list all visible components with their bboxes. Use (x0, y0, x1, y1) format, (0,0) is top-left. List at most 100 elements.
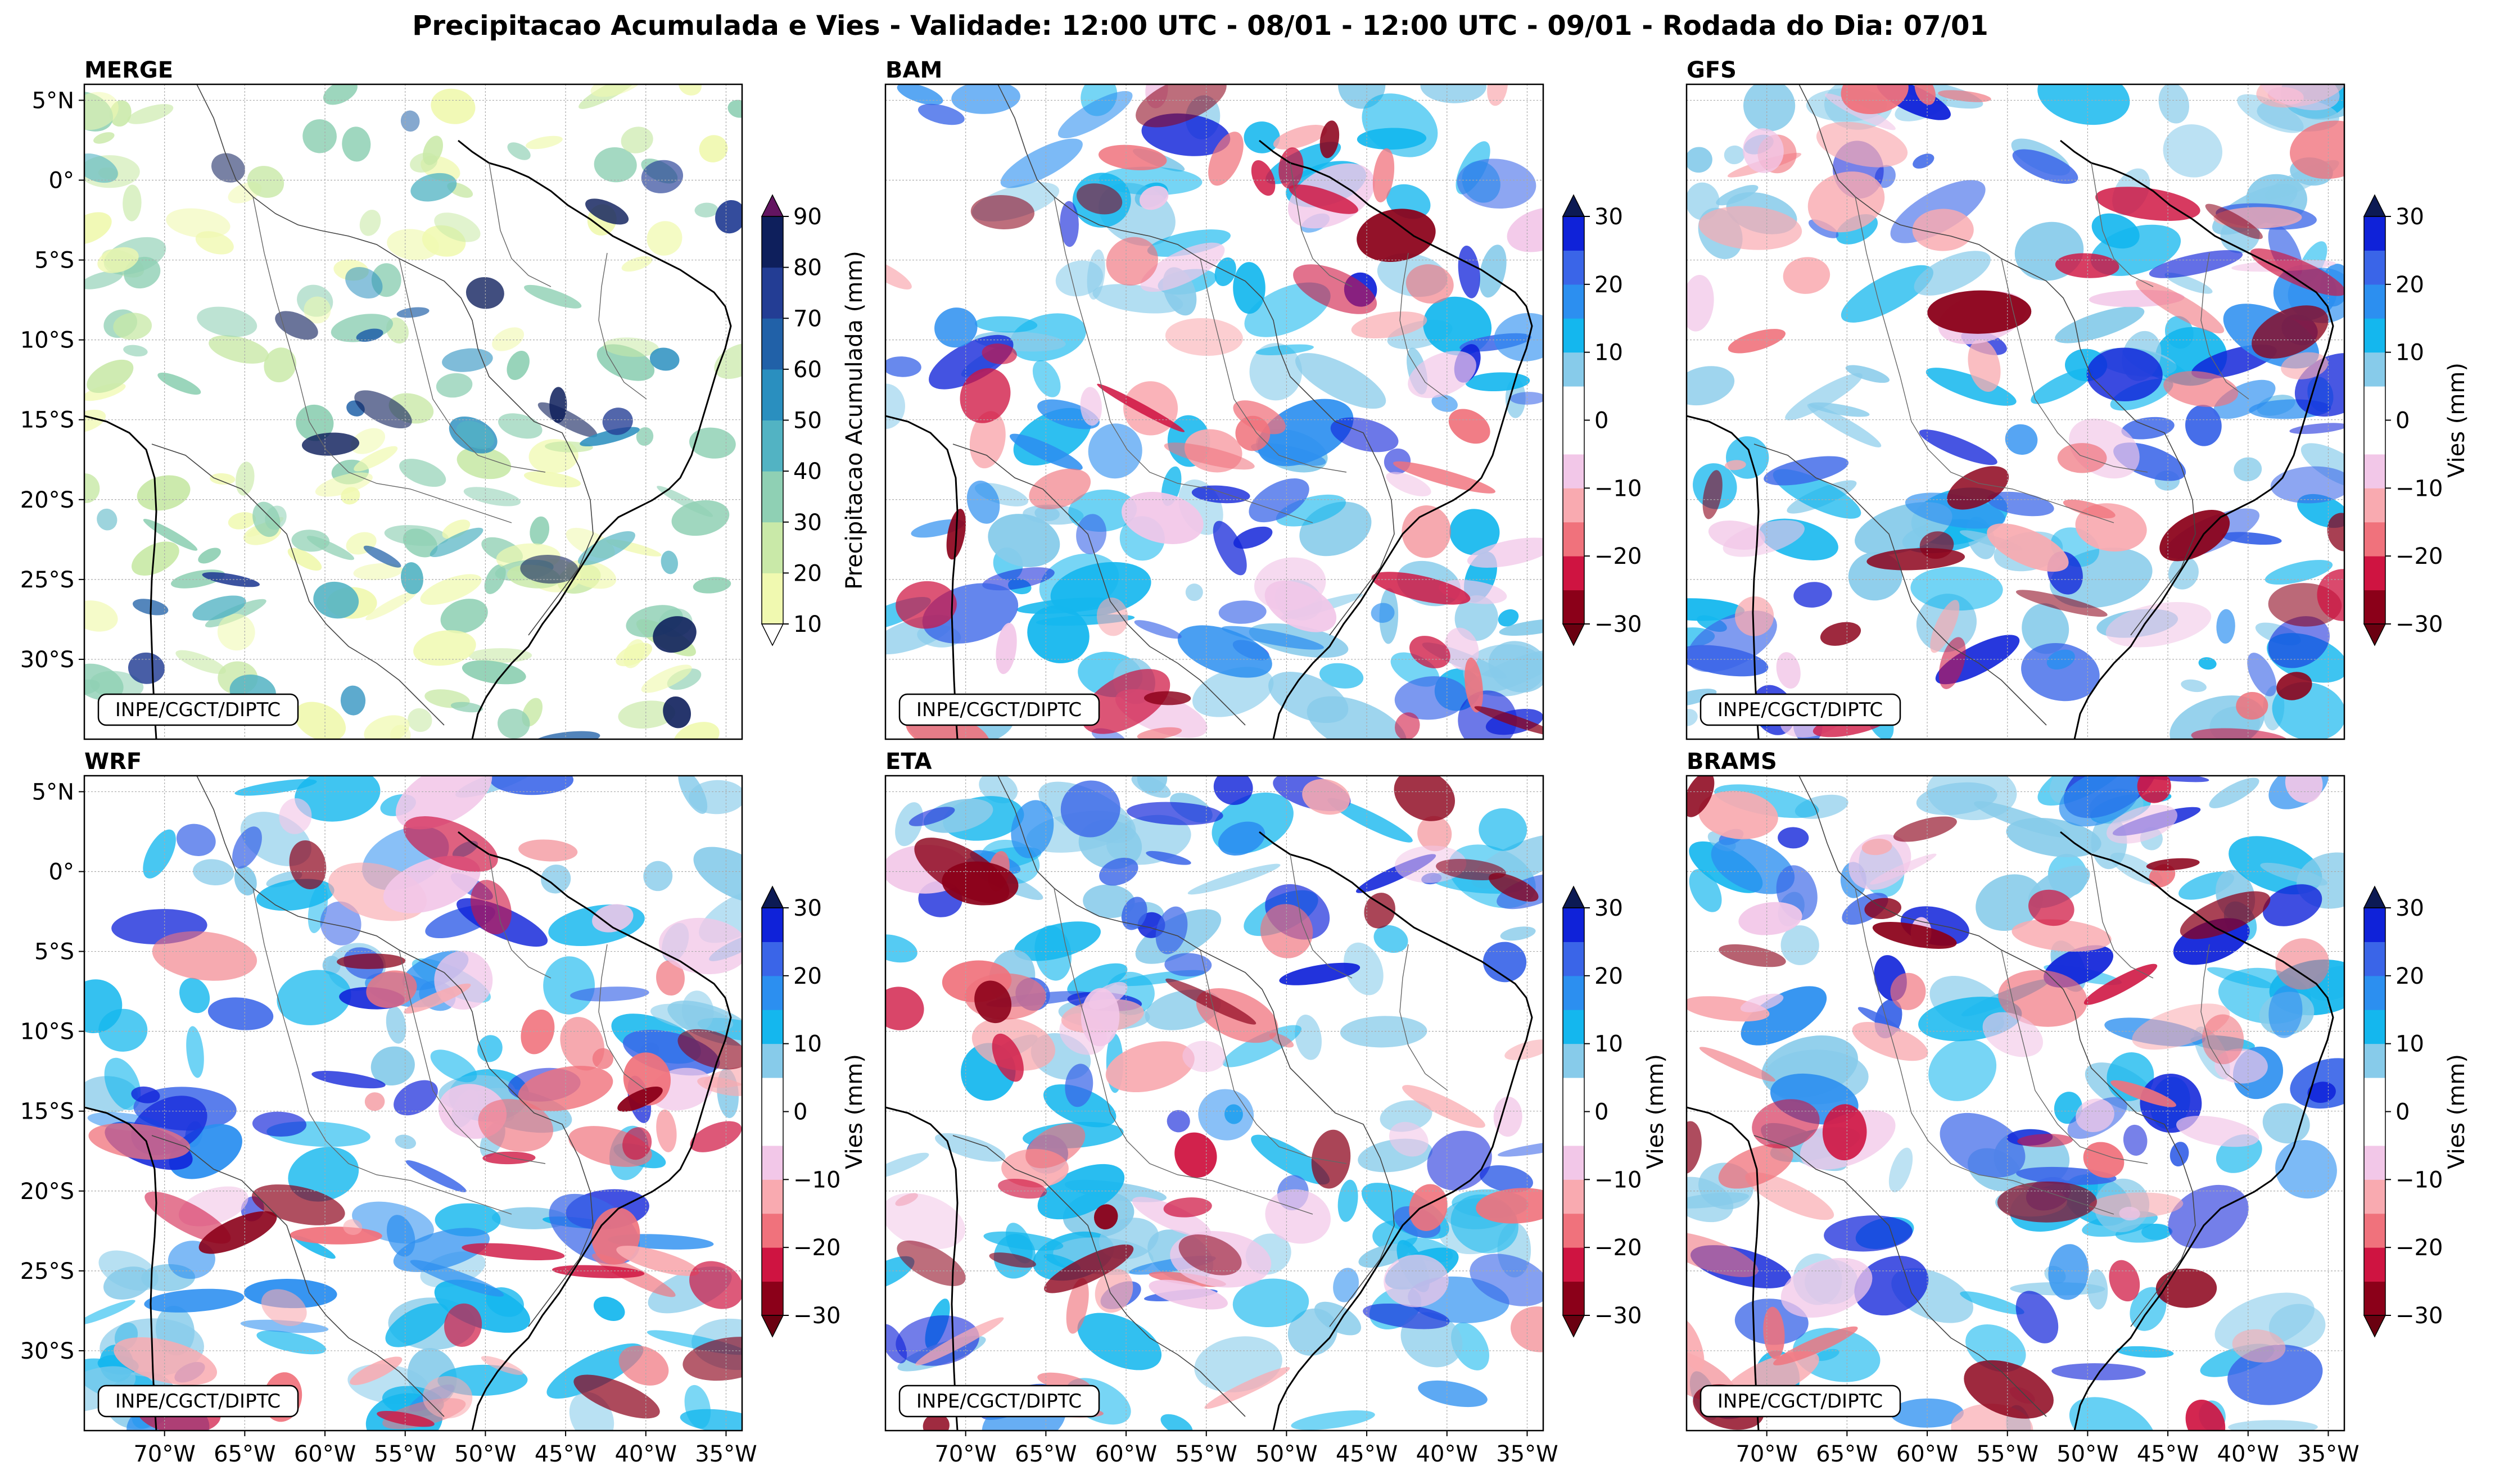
colorbar-swatch (762, 1043, 783, 1078)
colorbar-swatch (2364, 975, 2385, 1010)
field-bias (1687, 776, 2344, 1431)
lon-tick-label: 45°W (1336, 1441, 1398, 1467)
colorbar-swatch (1563, 1179, 1584, 1214)
colorbar-tick-label: −30 (2395, 612, 2443, 637)
lat-tick-label: 30°S (20, 1338, 74, 1364)
lon-tick-label: 35°W (695, 1441, 757, 1467)
colorbar-extend-max (2363, 194, 2386, 217)
field-bias (885, 776, 1543, 1431)
lon-tick-label: 65°W (1015, 1441, 1077, 1467)
figure-title: Precipitacao Acumulada e Vies - Validade… (412, 10, 1988, 42)
credit-box: INPE/CGCT/DIPTC (97, 693, 299, 726)
lon-tick-label: 60°W (1095, 1441, 1157, 1467)
colorbar-tick-label: 30 (2395, 895, 2424, 921)
colorbar-swatch (762, 522, 783, 573)
colorbar-swatch (1563, 942, 1584, 976)
colorbar-swatch (2364, 386, 2385, 420)
colorbar-swatch (2364, 352, 2385, 387)
lon-tick-label: 60°W (1896, 1441, 1958, 1467)
colorbar-swatch (762, 216, 783, 268)
graticule (885, 84, 1543, 739)
lon-tick-label: 65°W (214, 1441, 275, 1467)
credit-text: INPE/CGCT/DIPTC (1717, 1390, 1883, 1413)
colorbar-extend-min (1562, 1315, 1585, 1338)
lon-tick-label: 60°W (294, 1441, 356, 1467)
lat-tick-label: 5°N (32, 779, 74, 805)
colorbar-tick-label: 40 (793, 459, 822, 485)
colorbar-label: Vies (mm) (2444, 1054, 2470, 1169)
colorbar-tick-label: 20 (1594, 963, 1623, 989)
colorbar-tick-label: 80 (793, 255, 822, 281)
colorbar-tick-label: −10 (1594, 476, 1642, 501)
colorbar-swatch (1563, 1111, 1584, 1146)
lon-tick-label: 70°W (133, 1441, 195, 1467)
colorbar-bias: 30 20 10 0 −10 −20 −30 Vies (mm) (2363, 885, 2470, 1338)
colorbar-tick-label: 20 (793, 560, 822, 586)
colorbar-tick-label: 10 (2395, 340, 2424, 366)
colorbar-tick-label: 20 (793, 963, 822, 989)
panel-merge: MERGE INPE/CGCT/DIPTC 5°N 0° 5°S 10°S 15°S 20°S… (20, 57, 867, 740)
colorbar-bias: 30 20 10 0 −10 −20 −30 Vies (mm) (1562, 885, 1669, 1338)
colorbar-label: Vies (mm) (842, 1054, 867, 1169)
colorbar-tick-label: 10 (1594, 340, 1623, 366)
colorbar-tick-label: 20 (1594, 272, 1623, 298)
colorbar-tick-label: 90 (793, 204, 822, 230)
lon-tick-label: 45°W (535, 1441, 596, 1467)
lon-tick-label: 50°W (2056, 1441, 2118, 1467)
colorbar-label: Vies (mm) (1643, 1054, 1669, 1169)
map-frame (83, 775, 743, 1432)
colorbar-tick-label: 30 (1594, 895, 1623, 921)
colorbar-swatch (2364, 284, 2385, 319)
colorbar-tick-label: −10 (1594, 1167, 1642, 1193)
panel-gfs: GFS INPE/CGCT/DIPTC 30 20 10 0 −10 −20 −30 Vies (… (1685, 57, 2470, 740)
lat-tick-label: 20°S (20, 1179, 74, 1205)
panel-title: MERGE (84, 57, 173, 83)
colorbar-extend-max (2363, 885, 2386, 908)
colorbar-swatch (1563, 216, 1584, 251)
colorbar-swatch (2364, 454, 2385, 488)
colorbar-tick-label: 30 (793, 895, 822, 921)
lat-tick-label: 0° (49, 859, 74, 885)
colorbar-swatch (1563, 908, 1584, 942)
colorbar-tick-label: −10 (2395, 476, 2443, 501)
graticule (1687, 84, 2344, 739)
colorbar-tick-label: 70 (793, 306, 822, 332)
lat-tick-label: 15°S (20, 408, 74, 433)
colorbar-swatch (1563, 1145, 1584, 1180)
credit-text: INPE/CGCT/DIPTC (1717, 699, 1883, 721)
lat-tick-label: 5°S (34, 248, 74, 274)
lon-tick-label: 55°W (1176, 1441, 1237, 1467)
lon-tick-label: 40°W (2217, 1441, 2279, 1467)
map-frame (1685, 775, 2345, 1432)
lat-tick-label: 20°S (20, 487, 74, 513)
lat-tick-label: 10°S (20, 1019, 74, 1045)
colorbar-swatch (1563, 1247, 1584, 1282)
map-area: INPE/CGCT/DIPTC (884, 83, 1544, 740)
colorbar-bias: 30 20 10 0 −10 −20 −30 Vies (mm) (2363, 194, 2470, 646)
lon-tick-label: 55°W (374, 1441, 436, 1467)
credit-box: INPE/CGCT/DIPTC (1700, 1385, 1901, 1418)
colorbar-extend-min (2363, 623, 2386, 646)
colorbar-swatch (762, 420, 783, 472)
graticule (1687, 776, 2344, 1431)
colorbar-swatch (1563, 975, 1584, 1010)
colorbar-swatch (762, 975, 783, 1010)
colorbar-swatch (2364, 1213, 2385, 1248)
colorbar-swatch (1563, 1281, 1584, 1316)
colorbar-swatch (762, 1010, 783, 1044)
colorbar-tick-label: −20 (2395, 1235, 2443, 1261)
graticule (84, 84, 742, 739)
graticule (84, 776, 742, 1431)
lat-tick-label: 5°S (34, 939, 74, 965)
colorbar-swatch (762, 369, 783, 420)
colorbar-tick-label: 10 (793, 1031, 822, 1057)
lon-tick-label: 70°W (1735, 1441, 1797, 1467)
colorbar-swatch (2364, 908, 2385, 942)
lon-tick-label: 65°W (1816, 1441, 1878, 1467)
colorbar-tick-label: −10 (2395, 1167, 2443, 1193)
colorbar-tick-label: 10 (793, 612, 822, 637)
lon-tick-label: 40°W (1416, 1441, 1478, 1467)
colorbar-extend-min (1562, 623, 1585, 646)
colorbar-swatch (2364, 590, 2385, 625)
lon-tick-label: 50°W (1255, 1441, 1317, 1467)
